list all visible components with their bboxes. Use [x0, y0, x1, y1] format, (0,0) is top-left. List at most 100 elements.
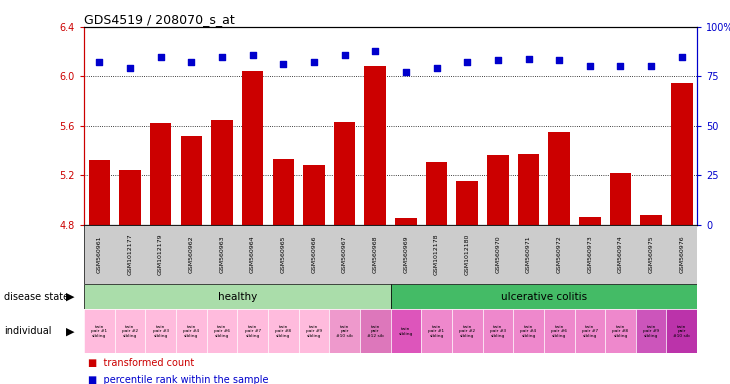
Bar [395, 218, 417, 225]
Bar [303, 165, 325, 225]
Text: GSM560964: GSM560964 [250, 236, 255, 273]
Point [676, 53, 688, 60]
FancyBboxPatch shape [575, 309, 605, 353]
FancyBboxPatch shape [391, 284, 697, 309]
FancyBboxPatch shape [544, 309, 575, 353]
Text: GSM560975: GSM560975 [649, 236, 653, 273]
Text: twin
pair #9
sibling: twin pair #9 sibling [643, 324, 659, 338]
Text: twin
pair #2
sibling: twin pair #2 sibling [122, 324, 138, 338]
FancyBboxPatch shape [145, 309, 176, 353]
Point [461, 60, 473, 66]
Text: twin
pair #6
sibling: twin pair #6 sibling [551, 324, 567, 338]
FancyBboxPatch shape [513, 309, 544, 353]
Bar [272, 159, 294, 225]
Bar [364, 66, 386, 225]
Bar [579, 217, 601, 225]
FancyBboxPatch shape [268, 309, 299, 353]
FancyBboxPatch shape [176, 309, 207, 353]
Text: twin
pair #2
sibling: twin pair #2 sibling [459, 324, 475, 338]
Text: GSM560972: GSM560972 [557, 235, 561, 273]
FancyBboxPatch shape [452, 309, 483, 353]
FancyBboxPatch shape [391, 309, 421, 353]
Point [645, 63, 657, 70]
Text: ulcerative colitis: ulcerative colitis [501, 291, 587, 302]
FancyBboxPatch shape [483, 309, 513, 353]
Text: GDS4519 / 208070_s_at: GDS4519 / 208070_s_at [84, 13, 235, 26]
Text: twin
pair #4
sibling: twin pair #4 sibling [183, 324, 199, 338]
Text: GSM560961: GSM560961 [97, 236, 101, 273]
Text: GSM1012179: GSM1012179 [158, 233, 163, 275]
Text: twin
pair
#10 sib: twin pair #10 sib [674, 324, 690, 338]
FancyBboxPatch shape [84, 284, 391, 309]
Text: ▶: ▶ [66, 326, 74, 336]
Text: ■  percentile rank within the sample: ■ percentile rank within the sample [88, 375, 268, 384]
Text: GSM560962: GSM560962 [189, 236, 193, 273]
Bar [88, 161, 110, 225]
Point [584, 63, 596, 70]
Text: GSM560968: GSM560968 [373, 236, 377, 273]
Text: twin
sibling: twin sibling [399, 327, 413, 336]
Text: twin
pair
#10 sib: twin pair #10 sib [337, 324, 353, 338]
Point [369, 48, 381, 54]
Bar [242, 71, 264, 225]
FancyBboxPatch shape [605, 309, 636, 353]
Text: twin
pair #1
sibling: twin pair #1 sibling [429, 324, 445, 338]
Point [553, 58, 565, 64]
Bar [426, 162, 447, 225]
Point [247, 51, 258, 58]
Text: GSM560965: GSM560965 [281, 236, 285, 273]
FancyBboxPatch shape [329, 309, 360, 353]
Text: disease state: disease state [4, 291, 69, 302]
Bar [119, 170, 141, 225]
Point [492, 58, 504, 64]
Point [400, 69, 412, 75]
Text: twin
pair #9
sibling: twin pair #9 sibling [306, 324, 322, 338]
Point [124, 65, 136, 71]
Text: GSM560963: GSM560963 [220, 236, 224, 273]
Text: twin
pair #3
sibling: twin pair #3 sibling [153, 324, 169, 338]
Bar [548, 132, 570, 225]
Point [308, 60, 320, 66]
Text: individual: individual [4, 326, 51, 336]
FancyBboxPatch shape [84, 225, 697, 284]
Text: GSM560971: GSM560971 [526, 236, 531, 273]
Bar [518, 154, 539, 225]
Point [615, 63, 626, 70]
Point [216, 53, 228, 60]
Text: twin
pair #7
sibling: twin pair #7 sibling [582, 324, 598, 338]
Bar [610, 173, 631, 225]
Bar [150, 123, 172, 225]
Text: GSM560976: GSM560976 [680, 236, 684, 273]
Bar [487, 156, 509, 225]
Point [155, 53, 166, 60]
Text: twin
pair #1
sibling: twin pair #1 sibling [91, 324, 107, 338]
Bar [211, 119, 233, 225]
Text: GSM1012180: GSM1012180 [465, 234, 469, 275]
Text: GSM560967: GSM560967 [342, 236, 347, 273]
Text: ■  transformed count: ■ transformed count [88, 358, 194, 368]
Text: GSM560970: GSM560970 [496, 236, 500, 273]
Text: GSM560966: GSM560966 [312, 236, 316, 273]
Text: ▶: ▶ [66, 291, 74, 302]
Bar [180, 136, 202, 225]
Text: healthy: healthy [218, 291, 257, 302]
Text: GSM560973: GSM560973 [588, 235, 592, 273]
Point [93, 60, 105, 66]
FancyBboxPatch shape [207, 309, 237, 353]
FancyBboxPatch shape [666, 309, 697, 353]
Bar [456, 181, 478, 225]
Point [185, 60, 197, 66]
Text: GSM1012178: GSM1012178 [434, 233, 439, 275]
Text: twin
pair #4
sibling: twin pair #4 sibling [520, 324, 537, 338]
Text: twin
pair #7
sibling: twin pair #7 sibling [245, 324, 261, 338]
FancyBboxPatch shape [237, 309, 268, 353]
Text: twin
pair #8
sibling: twin pair #8 sibling [612, 324, 629, 338]
Text: GSM560969: GSM560969 [404, 236, 408, 273]
FancyBboxPatch shape [360, 309, 391, 353]
Point [277, 61, 289, 68]
FancyBboxPatch shape [84, 309, 115, 353]
FancyBboxPatch shape [115, 309, 145, 353]
Bar [671, 83, 693, 225]
Point [339, 51, 350, 58]
FancyBboxPatch shape [299, 309, 329, 353]
